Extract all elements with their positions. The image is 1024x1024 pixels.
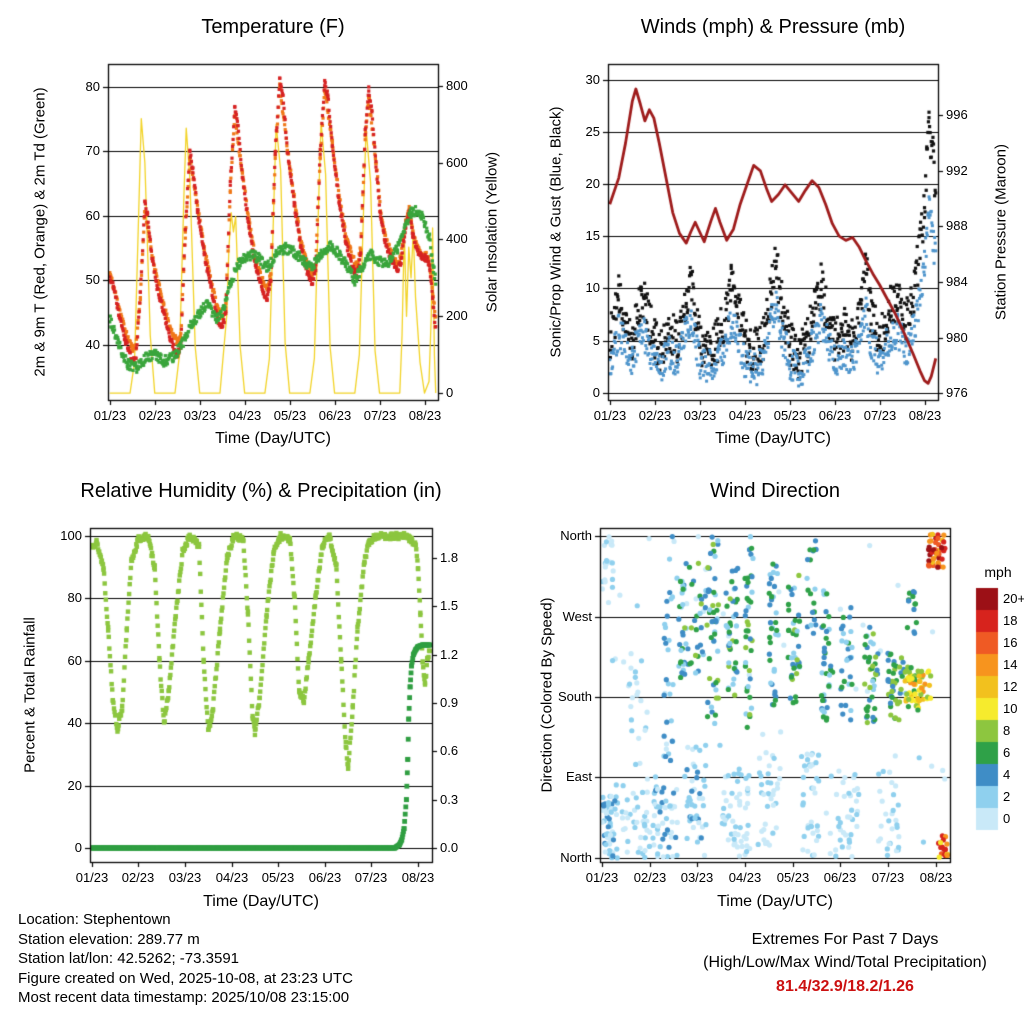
wind-direction-ylabel-left: Direction (Colored By Speed) bbox=[538, 597, 556, 793]
wind-ylabel-right: Station Pressure (Maroon) bbox=[992, 144, 1010, 320]
wind-direction-title: Wind Direction bbox=[709, 480, 841, 502]
recent-timestamp: Most recent data timestamp: 2025/10/08 2… bbox=[18, 989, 350, 1006]
humidity-ylabel-left: Percent & Total Rainfall bbox=[21, 617, 39, 773]
station-location: Location: Stephentown bbox=[18, 911, 171, 928]
station-elevation: Station elevation: 289.77 m bbox=[18, 930, 200, 948]
colorbar-title: mph bbox=[984, 564, 1012, 580]
winds-pressure-title: Winds (mph) & Pressure (mb) bbox=[640, 16, 906, 38]
temperature-ylabel-left: 2m & 9m T (Red, Orange) & 2m Td (Green) bbox=[31, 87, 49, 377]
temperature-title: Temperature (F) bbox=[201, 16, 345, 38]
humidity-precip-title: Relative Humidity (%) & Precipitation (i… bbox=[80, 480, 442, 502]
extremes-heading: Extremes For Past 7 Days bbox=[751, 931, 939, 948]
wind-direction-xlabel: Time (Day/UTC) bbox=[717, 893, 833, 910]
station-latlon: Station lat/lon: 42.5262; -73.3591 bbox=[18, 950, 240, 967]
wind-xlabel: Time (Day/UTC) bbox=[715, 430, 831, 447]
extremes-values: 81.4/32.9/18.2/1.26 bbox=[776, 978, 914, 995]
figure-created: Figure created on Wed, 2025-10-08, at 23… bbox=[18, 969, 353, 987]
wind-ylabel-left: Sonic/Prop Wind & Gust (Blue, Black) bbox=[547, 106, 565, 358]
humidity-xlabel: Time (Day/UTC) bbox=[203, 893, 319, 910]
temperature-xlabel: Time (Day/UTC) bbox=[215, 430, 331, 447]
station-info-block: Location: Stephentown Station elevation:… bbox=[18, 910, 353, 1008]
temperature-ylabel-right: Solar Insolation (Yellow) bbox=[483, 151, 501, 313]
extremes-subheading: (High/Low/Max Wind/Total Precipitation) bbox=[703, 954, 987, 971]
